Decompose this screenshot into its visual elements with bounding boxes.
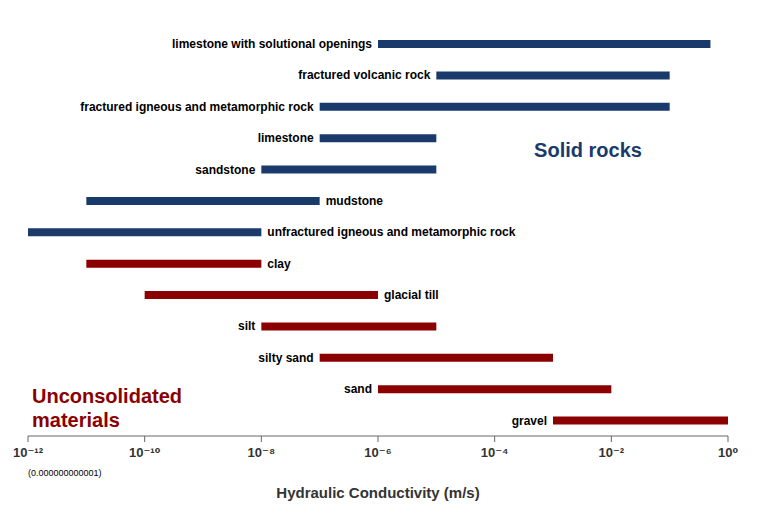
- svg-text:unfractured igneous and metamo: unfractured igneous and metamorphic rock: [267, 225, 515, 239]
- svg-text:10⁰: 10⁰: [718, 445, 738, 460]
- svg-text:(0.000000000001): (0.000000000001): [28, 468, 102, 478]
- svg-text:mudstone: mudstone: [326, 194, 384, 208]
- svg-text:glacial till: glacial till: [384, 288, 439, 302]
- html-text:Solid rocks: Solid rocks: [534, 138, 642, 161]
- svg-text:fractured igneous and metamorp: fractured igneous and metamorphic rock: [80, 100, 314, 114]
- svg-text:10⁻¹²: 10⁻¹²: [13, 445, 44, 460]
- svg-text:silty sand: silty sand: [258, 351, 313, 365]
- svg-text:limestone: limestone: [258, 131, 314, 145]
- svg-text:sand: sand: [344, 382, 372, 396]
- svg-text:sandstone: sandstone: [195, 163, 255, 177]
- svg-text:fractured volcanic rock: fractured volcanic rock: [298, 68, 430, 82]
- svg-text:10⁻⁸: 10⁻⁸: [248, 445, 275, 460]
- svg-text:limestone with solutional open: limestone with solutional openings: [172, 37, 372, 51]
- svg-text:clay: clay: [267, 257, 291, 271]
- svg-text:10⁻⁶: 10⁻⁶: [364, 445, 391, 460]
- svg-text:Hydraulic Conductivity (m/s): Hydraulic Conductivity (m/s): [276, 484, 479, 501]
- svg-text:10⁻⁴: 10⁻⁴: [481, 445, 509, 460]
- svg-text:10⁻²: 10⁻²: [599, 445, 625, 460]
- html-text:Unconsolidated materials: Unconsolidated materials: [32, 385, 182, 431]
- svg-text:10⁻¹⁰: 10⁻¹⁰: [129, 445, 161, 460]
- svg-text:silt: silt: [238, 319, 255, 333]
- svg-text:gravel: gravel: [512, 414, 547, 428]
